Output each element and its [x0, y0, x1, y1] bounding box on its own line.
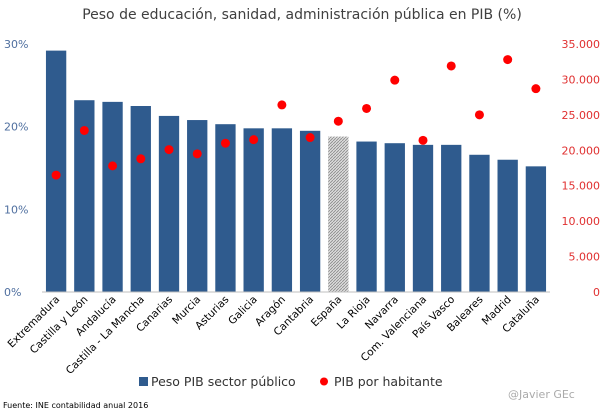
dot [277, 100, 287, 110]
dot [136, 154, 146, 164]
bar [441, 144, 462, 292]
dot [164, 145, 174, 155]
bar-highlight [328, 136, 349, 292]
bar [299, 130, 321, 292]
bar [74, 100, 95, 292]
bar [243, 128, 264, 292]
right-axis-tick: 0 [593, 286, 600, 299]
bar [215, 124, 236, 292]
right-axis-tick: 20.000 [562, 144, 601, 157]
bar [384, 143, 405, 292]
bar-series [45, 50, 547, 292]
watermark: @Javier GEc [508, 388, 575, 401]
dot [362, 103, 372, 113]
dot [249, 135, 259, 145]
bar [158, 115, 180, 292]
bar [356, 141, 377, 292]
legend-swatch-bars [139, 377, 148, 386]
right-axis: 0 5.000 10.000 15.000 20.000 25.000 30.000 35.0… [562, 38, 601, 299]
legend-label-bars: Peso PIB sector público [151, 374, 296, 389]
dot [108, 161, 118, 171]
left-axis: 0% 10% 20% 30% [4, 38, 28, 299]
right-axis-tick: 15.000 [562, 180, 601, 193]
legend-label-dots: PIB por habitante [334, 374, 443, 389]
bar [497, 159, 518, 292]
dot [446, 61, 456, 71]
dot [333, 116, 343, 126]
left-axis-tick: 30% [4, 38, 28, 51]
legend-swatch-dots [320, 377, 328, 386]
left-axis-tick: 10% [4, 203, 28, 216]
right-axis-tick: 10.000 [562, 215, 601, 228]
right-axis-tick: 5.000 [569, 251, 601, 264]
dot [390, 75, 400, 85]
dot [474, 110, 484, 120]
bar [469, 154, 490, 292]
dot-series [51, 55, 541, 180]
bar [187, 120, 208, 292]
dot [531, 84, 541, 94]
dot [503, 55, 513, 65]
right-axis-tick: 30.000 [562, 73, 601, 86]
bar [102, 101, 123, 292]
bar [525, 166, 547, 292]
dot [418, 135, 428, 145]
dot [305, 133, 315, 143]
left-axis-tick: 20% [4, 121, 28, 134]
dot [192, 149, 202, 159]
dot [51, 170, 61, 180]
bar [271, 128, 293, 292]
bar [130, 106, 151, 292]
bar [412, 144, 434, 292]
right-axis-tick: 25.000 [562, 109, 601, 122]
source-note: Fuente: INE contabilidad anual 2016 [3, 401, 148, 410]
right-axis-tick: 35.000 [562, 38, 601, 51]
chart-title: Peso de educación, sanidad, administraci… [82, 7, 522, 23]
legend: Peso PIB sector público PIB por habitant… [139, 374, 443, 389]
left-axis-tick: 0% [4, 286, 21, 299]
dot [79, 125, 89, 135]
dot [220, 138, 230, 148]
